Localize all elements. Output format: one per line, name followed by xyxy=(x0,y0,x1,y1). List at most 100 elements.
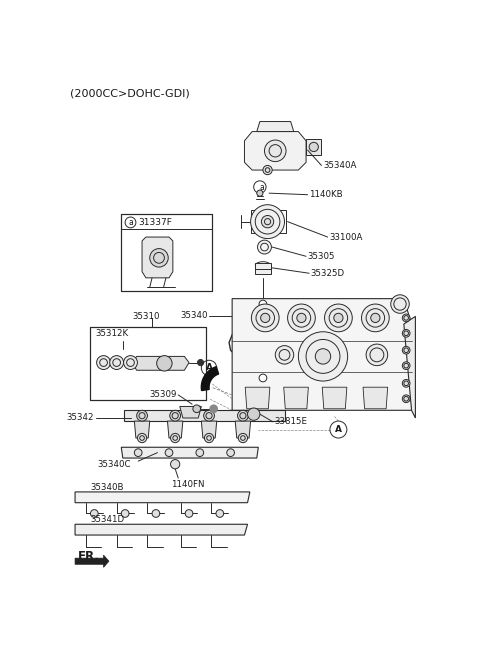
Text: 35325D: 35325D xyxy=(311,269,345,278)
Text: (2000CC>DOHC-GDI): (2000CC>DOHC-GDI) xyxy=(71,88,190,98)
Text: 35309: 35309 xyxy=(149,391,177,399)
Circle shape xyxy=(262,215,274,228)
Text: 33815E: 33815E xyxy=(275,417,308,426)
Circle shape xyxy=(170,411,180,421)
Circle shape xyxy=(210,405,217,412)
Polygon shape xyxy=(257,121,294,131)
Polygon shape xyxy=(132,356,189,370)
Polygon shape xyxy=(180,407,201,418)
Circle shape xyxy=(193,405,201,412)
Polygon shape xyxy=(142,237,173,278)
Polygon shape xyxy=(201,367,218,391)
Text: 1140KB: 1140KB xyxy=(309,190,343,199)
Circle shape xyxy=(165,449,173,457)
Circle shape xyxy=(251,205,285,239)
Polygon shape xyxy=(124,411,285,421)
Polygon shape xyxy=(232,299,411,411)
Circle shape xyxy=(227,449,234,457)
Circle shape xyxy=(402,314,410,322)
Polygon shape xyxy=(75,524,248,535)
Bar xyxy=(90,327,206,400)
Circle shape xyxy=(288,304,315,332)
Circle shape xyxy=(264,140,286,162)
Circle shape xyxy=(170,434,180,443)
Circle shape xyxy=(90,510,98,517)
Circle shape xyxy=(259,300,267,308)
Text: 35340C: 35340C xyxy=(97,460,131,469)
Polygon shape xyxy=(168,421,183,438)
Circle shape xyxy=(297,314,306,323)
Polygon shape xyxy=(121,447,258,458)
Text: 35342: 35342 xyxy=(67,414,94,422)
Circle shape xyxy=(152,510,160,517)
Text: 1140FN: 1140FN xyxy=(170,480,204,488)
Text: FR.: FR. xyxy=(78,550,100,563)
Bar xyxy=(255,263,271,274)
Text: 33100A: 33100A xyxy=(329,232,362,242)
Polygon shape xyxy=(363,387,388,409)
Text: A: A xyxy=(335,425,342,434)
Circle shape xyxy=(257,190,263,196)
Circle shape xyxy=(361,304,389,332)
Polygon shape xyxy=(245,387,270,409)
Polygon shape xyxy=(75,555,109,568)
Circle shape xyxy=(258,240,271,254)
Polygon shape xyxy=(244,131,306,170)
Polygon shape xyxy=(306,139,322,154)
Circle shape xyxy=(96,356,110,370)
Text: a: a xyxy=(259,183,264,191)
Bar xyxy=(121,214,212,291)
Circle shape xyxy=(366,344,388,366)
Circle shape xyxy=(259,374,267,381)
Circle shape xyxy=(391,295,409,313)
Circle shape xyxy=(324,304,352,332)
Circle shape xyxy=(402,329,410,337)
Bar xyxy=(90,327,206,400)
Circle shape xyxy=(371,314,380,323)
Circle shape xyxy=(204,411,215,421)
Circle shape xyxy=(137,434,147,443)
Circle shape xyxy=(134,449,142,457)
Circle shape xyxy=(263,166,272,175)
Circle shape xyxy=(170,459,180,469)
Circle shape xyxy=(315,348,331,364)
Text: 35340A: 35340A xyxy=(323,161,356,170)
Circle shape xyxy=(137,411,147,421)
Circle shape xyxy=(252,304,279,332)
Circle shape xyxy=(402,379,410,387)
Text: 35310: 35310 xyxy=(132,312,159,321)
Circle shape xyxy=(123,356,137,370)
Circle shape xyxy=(275,346,294,364)
Text: a: a xyxy=(128,218,133,227)
Circle shape xyxy=(402,346,410,354)
Polygon shape xyxy=(75,492,250,503)
Text: A: A xyxy=(205,364,213,372)
Circle shape xyxy=(402,362,410,370)
Text: 35312K: 35312K xyxy=(95,329,128,338)
Polygon shape xyxy=(201,421,217,438)
Text: 31337F: 31337F xyxy=(138,218,172,227)
Bar xyxy=(251,210,286,233)
Circle shape xyxy=(216,510,224,517)
Text: 35340B: 35340B xyxy=(90,483,124,492)
Polygon shape xyxy=(284,387,308,409)
Circle shape xyxy=(150,249,168,267)
Circle shape xyxy=(110,356,123,370)
Polygon shape xyxy=(134,421,150,438)
Bar xyxy=(121,214,212,291)
Circle shape xyxy=(238,411,248,421)
Circle shape xyxy=(334,314,343,323)
Polygon shape xyxy=(235,421,251,438)
Circle shape xyxy=(185,510,193,517)
Circle shape xyxy=(121,510,129,517)
Polygon shape xyxy=(322,387,347,409)
Circle shape xyxy=(156,356,172,371)
Circle shape xyxy=(261,314,270,323)
Circle shape xyxy=(204,434,214,443)
Circle shape xyxy=(197,360,204,366)
Circle shape xyxy=(402,395,410,403)
Text: 35340: 35340 xyxy=(180,311,207,320)
Polygon shape xyxy=(404,316,415,418)
Circle shape xyxy=(196,449,204,457)
Circle shape xyxy=(309,143,318,152)
